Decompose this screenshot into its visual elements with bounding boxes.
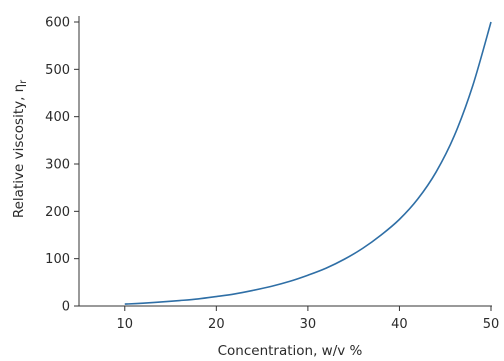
x-tick-label: 50 xyxy=(483,317,500,332)
x-axis: 10 20 30 40 50 xyxy=(79,305,500,332)
x-tick-label: 10 xyxy=(117,317,134,332)
x-tick-label: 20 xyxy=(208,317,225,332)
series-line xyxy=(124,21,492,305)
y-tick-label: 300 xyxy=(45,158,70,173)
x-axis-title: Concentration, w/v % xyxy=(218,343,363,359)
y-tick-label: 100 xyxy=(45,252,70,267)
x-tick-label: 40 xyxy=(391,317,408,332)
y-tick-label: 500 xyxy=(45,63,70,78)
y-axis: 0 100 200 300 400 500 600 xyxy=(45,16,80,315)
series-group xyxy=(124,21,492,305)
x-tick-label: 30 xyxy=(300,317,317,332)
y-tick-label: 0 xyxy=(62,300,70,315)
y-axis-title-subscript: r xyxy=(18,80,29,84)
y-axis-title-main: Relative viscosity, η xyxy=(11,84,27,218)
y-tick-label: 600 xyxy=(45,16,70,31)
y-tick-label: 400 xyxy=(45,110,70,125)
y-tick-label: 200 xyxy=(45,205,70,220)
y-axis-title: Relative viscosity, ηr xyxy=(11,80,29,218)
